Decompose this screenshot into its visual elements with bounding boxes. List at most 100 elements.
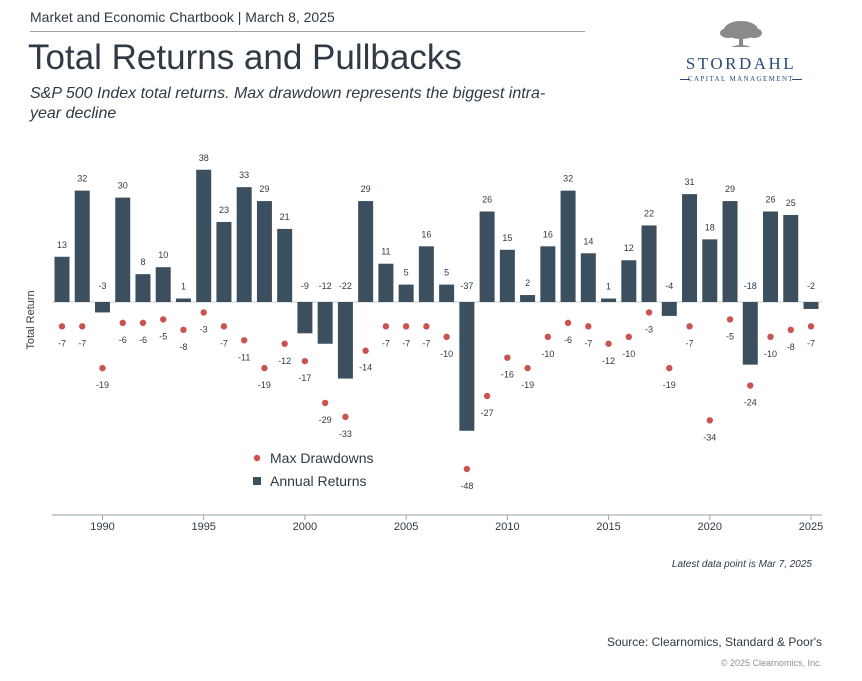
drawdown-point: [220, 323, 228, 330]
bar-value-label: -3: [98, 281, 106, 291]
drawdown-point: [261, 364, 268, 372]
bar-value-label: 29: [725, 184, 735, 194]
drawdown-point: [666, 364, 673, 372]
drawdown-value-label: -12: [278, 356, 291, 366]
bar-value-label: 18: [705, 222, 715, 232]
page-subtitle: S&P 500 Index total returns. Max drawdow…: [30, 85, 546, 122]
bar-annual-return: [641, 225, 657, 302]
drawdown-point: [321, 399, 329, 407]
bar-value-label: 32: [77, 174, 87, 184]
drawdown-value-label: -12: [602, 356, 615, 366]
tree-icon: [720, 21, 762, 47]
page-title: Total Returns and Pullbacks: [28, 38, 462, 77]
bar-value-label: -12: [319, 281, 332, 291]
bar-annual-return: [216, 221, 232, 302]
drawdown-point: [726, 316, 734, 323]
drawdown-value-label: -16: [501, 370, 514, 380]
bar-value-label: 1: [606, 282, 611, 292]
bar-annual-return: [175, 298, 191, 302]
bar-annual-return: [520, 295, 536, 302]
drawdown-point: [240, 337, 248, 344]
bar-annual-return: [236, 187, 252, 302]
bar-value-label: 13: [57, 240, 67, 250]
drawdown-point: [564, 319, 572, 327]
bar-annual-return: [783, 215, 799, 302]
company-logo: STORDAHL CAPITAL MANAGEMENT: [676, 18, 806, 88]
bar-annual-return: [560, 190, 576, 302]
bar-value-label: 29: [259, 184, 269, 194]
drawdown-point: [402, 323, 410, 330]
bar-value-label: 16: [421, 229, 431, 239]
bar-value-label: 5: [444, 268, 449, 278]
bar-annual-return: [601, 298, 617, 302]
drawdown-point: [807, 323, 815, 330]
bar-annual-return: [763, 211, 779, 302]
bar-annual-return: [297, 302, 313, 334]
drawdown-point: [645, 309, 653, 316]
drawdown-value-label: -33: [339, 429, 352, 439]
drawdown-point: [767, 333, 774, 340]
bar-value-label: 33: [239, 170, 249, 180]
bar-value-label: -9: [301, 281, 309, 291]
legend-label-returns: Annual Returns: [270, 473, 367, 489]
drawdown-point: [99, 364, 106, 372]
source-note: Source: Clearnomics, Standard & Poor's: [606, 635, 822, 649]
bar-annual-return: [682, 194, 698, 302]
drawdown-point: [58, 323, 66, 330]
logo-rule-left: [680, 79, 690, 80]
drawdown-point: [544, 333, 552, 340]
bar-value-label: 22: [644, 208, 654, 218]
drawdown-value-label: -10: [440, 349, 453, 359]
drawdown-value-label: -7: [78, 338, 86, 348]
bar-value-label: -4: [665, 281, 673, 291]
bar-annual-return: [135, 274, 151, 302]
drawdown-value-label: -7: [220, 338, 228, 348]
bar-value-label: 10: [158, 250, 168, 260]
logo-name: STORDAHL: [685, 54, 797, 73]
drawdown-value-label: -29: [319, 415, 332, 425]
drawdown-value-label: -19: [96, 380, 109, 390]
drawdown-point: [787, 326, 794, 334]
chartbook-header: Market and Economic Chartbook | March 8,…: [30, 9, 335, 25]
drawdown-point: [200, 309, 207, 316]
bar-value-label: 30: [118, 181, 128, 191]
drawdown-value-label: -7: [686, 338, 694, 348]
drawdown-point: [119, 319, 126, 327]
drawdown-value-label: -8: [179, 342, 187, 352]
bar-value-label: 31: [685, 177, 695, 187]
legend-bar-icon: [253, 477, 261, 485]
bar-value-label: 25: [786, 198, 796, 208]
bar-value-label: 26: [482, 195, 492, 205]
x-tick-label: 1995: [191, 521, 215, 533]
bar-annual-return: [580, 253, 596, 302]
drawdown-point: [605, 340, 612, 347]
drawdown-point: [382, 323, 390, 330]
bar-annual-return: [702, 239, 718, 302]
drawdown-value-label: -7: [402, 338, 410, 348]
x-tick-label: 2000: [293, 521, 317, 533]
drawdown-point: [342, 413, 349, 421]
bar-annual-return: [742, 302, 758, 365]
y-axis-label: Total Return: [25, 290, 37, 349]
drawdown-value-label: -17: [298, 373, 311, 383]
drawdown-value-label: -34: [703, 432, 716, 442]
bar-annual-return: [317, 302, 333, 344]
bar-annual-return: [621, 260, 637, 302]
drawdown-value-label: -11: [238, 352, 250, 362]
data-note: Latest data point is Mar 7, 2025: [671, 559, 812, 570]
bar-value-label: 29: [361, 184, 371, 194]
bar-annual-return: [803, 302, 819, 309]
drawdown-point: [483, 392, 491, 400]
bar-annual-return: [439, 284, 455, 302]
bar-annual-return: [378, 263, 394, 302]
bar-annual-return: [155, 267, 171, 302]
x-tick-label: 2025: [799, 521, 823, 533]
bar-annual-return: [74, 190, 90, 302]
bar-annual-return: [479, 211, 495, 302]
drawdown-value-label: -7: [807, 338, 815, 348]
drawdown-value-label: -3: [200, 324, 208, 334]
x-tick-label: 2020: [698, 521, 722, 533]
drawdown-value-label: -10: [764, 349, 777, 359]
drawdown-point: [625, 333, 633, 340]
